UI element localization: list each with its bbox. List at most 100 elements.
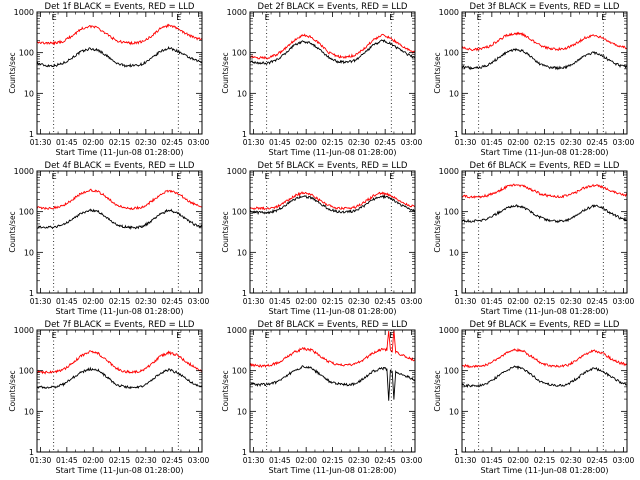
panel-title: Det 9f BLACK = Events, RED = LLD xyxy=(470,320,620,330)
y-tick-label: 10 xyxy=(24,407,34,416)
series-events xyxy=(36,366,203,390)
x-axis-label: Start Time (11-Jun-08 01:28:00) xyxy=(56,307,184,316)
series-lld xyxy=(249,33,416,60)
x-tick-label: 01:45 xyxy=(269,456,291,465)
x-tick-label: 01:45 xyxy=(56,456,78,465)
x-tick-label: 02:15 xyxy=(322,297,344,306)
x-tick-label: 03:00 xyxy=(401,138,423,147)
x-tick-label: 02:00 xyxy=(507,138,529,147)
y-tick-label: 100 xyxy=(232,49,247,58)
x-tick-label: 03:00 xyxy=(613,297,635,306)
x-tick-label: 02:30 xyxy=(560,456,582,465)
y-tick-label: 100 xyxy=(19,208,34,217)
x-axis-label: Start Time (11-Jun-08 01:28:00) xyxy=(269,307,397,316)
x-tick-label: 02:30 xyxy=(348,297,370,306)
x-tick-label: 03:00 xyxy=(401,456,423,465)
x-tick-label: 01:30 xyxy=(455,456,477,465)
x-tick-label: 02:15 xyxy=(322,138,344,147)
y-axis-label: Counts/sec xyxy=(433,211,442,252)
series-lld xyxy=(249,329,416,368)
x-tick-label: 02:45 xyxy=(586,297,608,306)
y-tick-label: 100 xyxy=(444,208,459,217)
x-tick-label: 01:30 xyxy=(455,138,477,147)
x-tick-label: 02:30 xyxy=(560,297,582,306)
y-axis-label: Counts/sec xyxy=(8,211,17,252)
x-tick-label: 01:30 xyxy=(243,297,265,306)
y-tick-label: 10 xyxy=(24,89,34,98)
marker-label: E xyxy=(176,172,181,181)
marker-label: E xyxy=(176,331,181,340)
y-axis-label: Counts/sec xyxy=(8,52,17,93)
y-axis-label: Counts/sec xyxy=(221,211,230,252)
series-lld xyxy=(461,183,628,199)
y-tick-label: 10 xyxy=(237,407,247,416)
y-tick-label: 1000 xyxy=(14,8,34,17)
panel-title: Det 2f BLACK = Events, RED = LLD xyxy=(258,2,408,12)
marker-label: E xyxy=(265,331,270,340)
x-tick-label: 02:00 xyxy=(295,138,317,147)
y-axis-label: Counts/sec xyxy=(8,370,17,411)
x-tick-label: 02:30 xyxy=(135,297,157,306)
y-tick-label: 1 xyxy=(29,448,34,457)
series-lld xyxy=(461,347,628,369)
marker-label: E xyxy=(52,172,57,181)
y-axis-label: Counts/sec xyxy=(221,52,230,93)
x-tick-label: 03:00 xyxy=(613,456,635,465)
x-tick-label: 03:00 xyxy=(188,297,210,306)
x-tick-label: 02:00 xyxy=(82,297,104,306)
x-tick-label: 02:45 xyxy=(374,456,396,465)
x-axis-label: Start Time (11-Jun-08 01:28:00) xyxy=(481,466,609,475)
panel-title: Det 3f BLACK = Events, RED = LLD xyxy=(470,2,620,12)
x-tick-label: 02:00 xyxy=(295,297,317,306)
y-tick-label: 1000 xyxy=(227,167,247,176)
x-tick-label: 01:45 xyxy=(269,138,291,147)
series-events xyxy=(461,47,628,71)
x-tick-label: 02:30 xyxy=(348,138,370,147)
x-tick-label: 01:30 xyxy=(30,138,52,147)
y-tick-label: 1 xyxy=(454,289,459,298)
y-tick-label: 1 xyxy=(29,130,34,139)
x-tick-label: 02:30 xyxy=(135,138,157,147)
plot-frame xyxy=(461,329,628,453)
x-tick-label: 01:30 xyxy=(243,138,265,147)
y-tick-label: 1 xyxy=(242,289,247,298)
series-lld xyxy=(36,23,203,46)
y-tick-label: 1000 xyxy=(439,8,459,17)
y-tick-label: 10 xyxy=(449,407,459,416)
x-tick-label: 03:00 xyxy=(188,456,210,465)
y-tick-label: 10 xyxy=(24,248,34,257)
y-tick-label: 100 xyxy=(19,49,34,58)
x-tick-label: 02:45 xyxy=(586,456,608,465)
marker-label: E xyxy=(389,172,394,181)
plot-frame xyxy=(461,170,628,294)
y-tick-label: 100 xyxy=(444,367,459,376)
x-tick-label: 02:15 xyxy=(322,456,344,465)
y-tick-label: 10 xyxy=(237,248,247,257)
x-tick-label: 02:15 xyxy=(534,138,556,147)
y-tick-label: 100 xyxy=(232,208,247,217)
x-tick-label: 02:30 xyxy=(135,456,157,465)
x-tick-label: 02:30 xyxy=(560,138,582,147)
x-tick-label: 03:00 xyxy=(188,138,210,147)
x-tick-label: 02:45 xyxy=(161,138,183,147)
series-lld xyxy=(249,191,416,211)
plot-frame xyxy=(249,11,416,135)
x-tick-label: 03:00 xyxy=(613,138,635,147)
marker-label: E xyxy=(477,331,482,340)
marker-label: E xyxy=(477,13,482,22)
y-tick-label: 100 xyxy=(19,367,34,376)
x-tick-label: 02:15 xyxy=(534,456,556,465)
x-tick-label: 02:00 xyxy=(507,456,529,465)
marker-label: E xyxy=(477,172,482,181)
x-tick-label: 02:45 xyxy=(161,456,183,465)
x-tick-label: 02:15 xyxy=(109,138,131,147)
series-events xyxy=(461,204,628,224)
series-events xyxy=(37,208,203,231)
y-axis-label: Counts/sec xyxy=(433,370,442,411)
series-events xyxy=(249,39,416,65)
marker-label: E xyxy=(389,331,394,340)
